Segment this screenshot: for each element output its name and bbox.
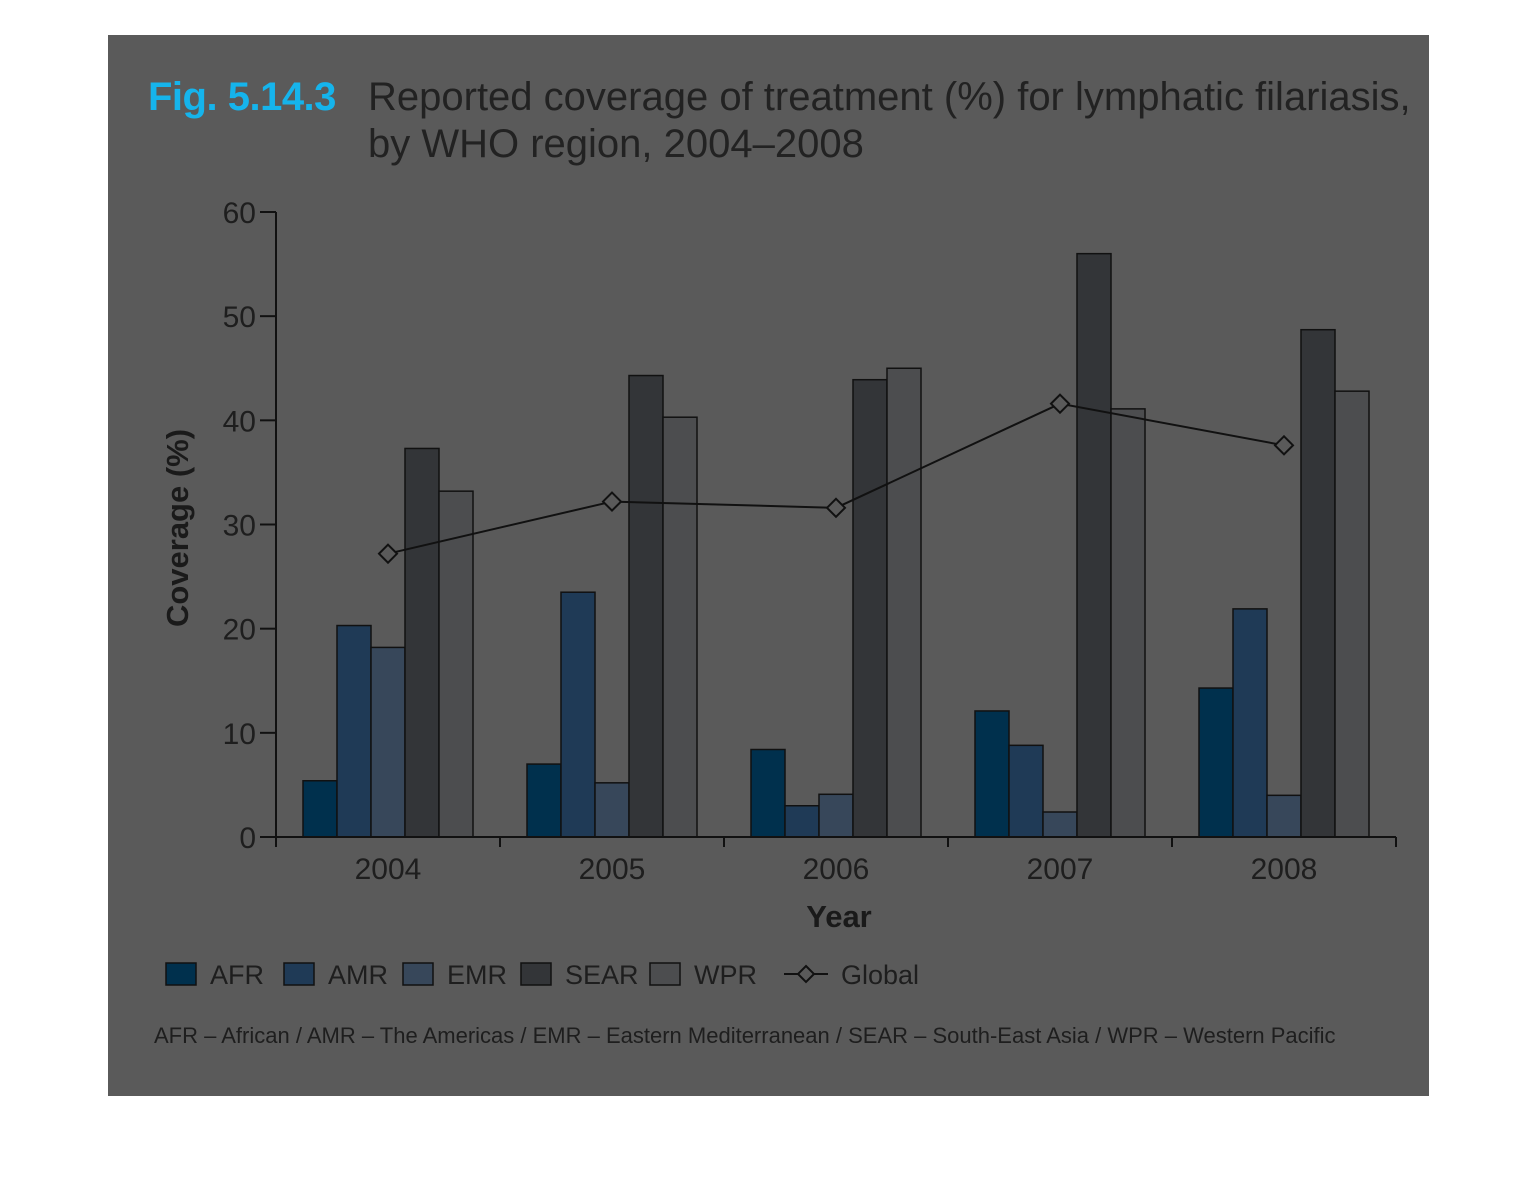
- legend-label-amr: AMR: [328, 960, 388, 990]
- y-tick-label-20: 20: [223, 614, 256, 647]
- figure-panel: [108, 35, 1429, 1096]
- bar-wpr-2007: [1110, 408, 1146, 838]
- x-axis-title: Year: [806, 899, 872, 934]
- bar-sear-2005: [628, 374, 664, 838]
- bar-afr-2007: [974, 710, 1010, 838]
- y-tick-label-10: 10: [223, 718, 256, 751]
- figure-title-line-2: by WHO region, 2004–2008: [368, 122, 864, 166]
- axes-layer: [260, 211, 1397, 847]
- figure-number: Fig. 5.14.3: [148, 75, 336, 119]
- bar-amr-2008: [1232, 608, 1268, 838]
- tick-labels-layer: 0 10 20 30 40 50 60 2004 2005 2006 2007 2008: [223, 197, 1318, 886]
- bar-emr-2006: [818, 793, 854, 838]
- x-tick-label-2007: 2007: [1027, 853, 1094, 886]
- bar-sear-2004: [404, 447, 440, 838]
- y-tick-label-0: 0: [239, 822, 256, 855]
- y-tick-label-60: 60: [223, 197, 256, 230]
- legend-swatch-sear: [520, 962, 552, 986]
- global-line-layer: [377, 393, 1295, 565]
- x-tick-label-2008: 2008: [1251, 853, 1318, 886]
- line-global: [387, 402, 1285, 555]
- bar-amr-2007: [1008, 744, 1044, 838]
- point-global-2008: [1273, 434, 1295, 456]
- bar-sear-2007: [1076, 252, 1112, 838]
- bar-emr-2005: [594, 782, 630, 838]
- x-tick-label-2006: 2006: [803, 853, 870, 886]
- bar-emr-2008: [1266, 794, 1302, 838]
- legend-label-emr: EMR: [447, 960, 507, 990]
- bar-afr-2004: [302, 780, 338, 838]
- point-global-2005: [601, 491, 623, 512]
- legend-label-global: Global: [841, 960, 919, 990]
- legend: AFR AMR EMR SEAR WPR Global: [165, 960, 919, 990]
- bar-wpr-2005: [662, 416, 698, 838]
- bar-afr-2008: [1198, 687, 1234, 838]
- y-tick-label-30: 30: [223, 510, 256, 543]
- bar-wpr-2004: [438, 490, 474, 838]
- bar-amr-2006: [784, 805, 820, 838]
- footnote: AFR – African / AMR – The Americas / EMR…: [154, 1023, 1336, 1048]
- legend-label-sear: SEAR: [565, 960, 639, 990]
- bar-wpr-2008: [1334, 390, 1370, 838]
- x-tick-label-2005: 2005: [579, 853, 646, 886]
- figure-title-line-1: Reported coverage of treatment (%) for l…: [368, 75, 1411, 119]
- bar-amr-2004: [336, 624, 372, 838]
- y-tick-label-50: 50: [223, 301, 256, 334]
- bars-layer: [302, 252, 1370, 838]
- bar-sear-2006: [852, 378, 888, 838]
- point-global-2006: [825, 497, 847, 519]
- point-global-2004: [377, 543, 399, 565]
- bar-afr-2005: [526, 763, 562, 838]
- legend-label-wpr: WPR: [694, 960, 757, 990]
- bar-emr-2004: [370, 646, 406, 838]
- legend-swatch-emr: [402, 962, 434, 986]
- bar-wpr-2006: [886, 367, 922, 838]
- point-global-2007: [1049, 393, 1071, 415]
- legend-label-afr: AFR: [210, 960, 264, 990]
- y-tick-label-40: 40: [223, 405, 256, 438]
- y-axis-title: Coverage (%): [160, 429, 195, 627]
- bar-emr-2007: [1042, 811, 1078, 838]
- bar-sear-2008: [1300, 328, 1336, 838]
- legend-swatch-amr: [283, 962, 315, 986]
- bar-amr-2005: [560, 591, 596, 838]
- legend-swatch-afr: [165, 962, 197, 986]
- legend-marker-global: [796, 964, 816, 984]
- x-tick-label-2004: 2004: [355, 853, 422, 886]
- legend-swatch-wpr: [649, 962, 681, 986]
- bar-afr-2006: [750, 748, 786, 838]
